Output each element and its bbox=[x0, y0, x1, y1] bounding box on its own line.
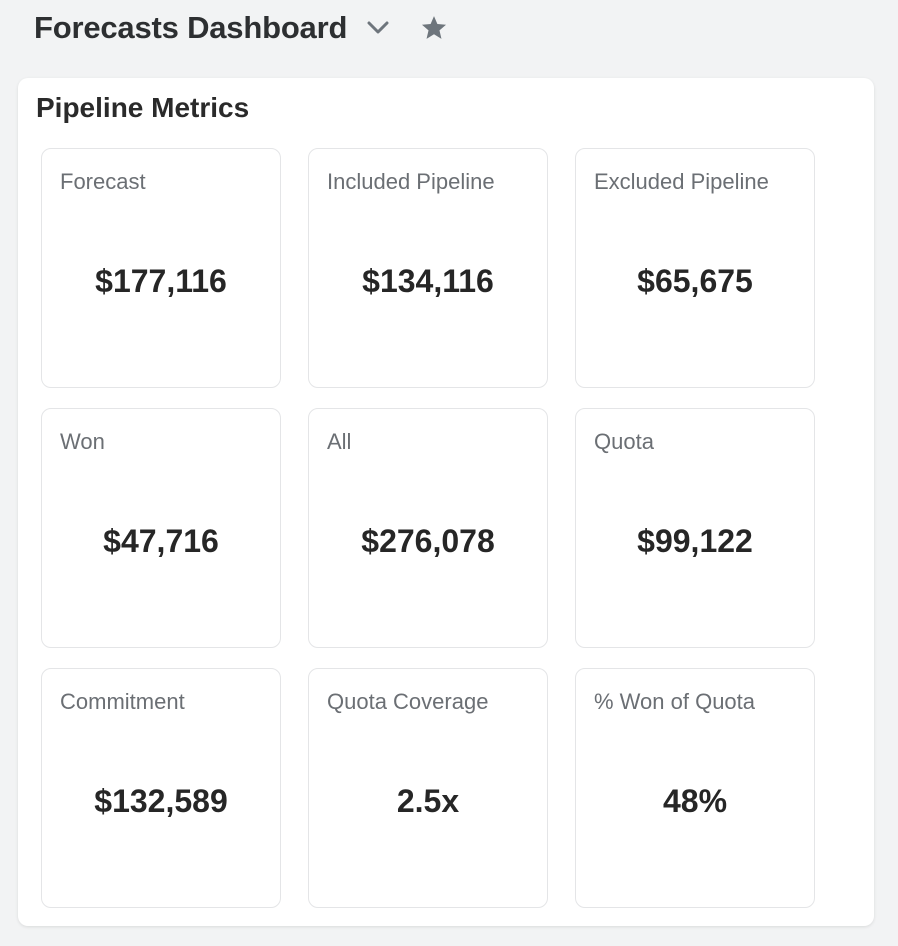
metric-label: Excluded Pipeline bbox=[594, 169, 769, 194]
star-icon[interactable] bbox=[419, 13, 449, 43]
metric-card-all[interactable]: All $276,078 bbox=[308, 408, 548, 648]
metric-card-excluded-pipeline[interactable]: Excluded Pipeline $65,675 bbox=[575, 148, 815, 388]
metric-label: All bbox=[327, 429, 352, 454]
metric-label: % Won of Quota bbox=[594, 689, 756, 714]
metric-value: 2.5x bbox=[396, 783, 460, 819]
metric-card-included-pipeline[interactable]: Included Pipeline $134,116 bbox=[308, 148, 548, 388]
metric-value: $276,078 bbox=[361, 523, 495, 559]
metric-label: Forecast bbox=[60, 169, 146, 194]
panel-title: Pipeline Metrics bbox=[36, 92, 250, 123]
metric-label: Quota bbox=[594, 429, 654, 454]
metric-card-won[interactable]: Won $47,716 bbox=[41, 408, 281, 648]
metrics-grid: Forecast $177,116 Included Pipeline $134… bbox=[41, 148, 815, 908]
metric-value: 48% bbox=[662, 783, 728, 819]
metric-label: Included Pipeline bbox=[327, 169, 495, 194]
metric-label: Won bbox=[60, 429, 105, 454]
metric-card-quota[interactable]: Quota $99,122 bbox=[575, 408, 815, 648]
metric-card-quota-coverage[interactable]: Quota Coverage 2.5x bbox=[308, 668, 548, 908]
metric-value: $47,716 bbox=[103, 523, 219, 559]
metric-value: $177,116 bbox=[95, 263, 227, 299]
metric-value: $134,116 bbox=[362, 263, 494, 299]
chevron-down-icon[interactable] bbox=[365, 15, 391, 41]
pipeline-metrics-panel: Pipeline Metrics Forecast $177,116 Inclu… bbox=[18, 78, 874, 926]
metric-label: Commitment bbox=[60, 689, 185, 714]
metric-card-forecast[interactable]: Forecast $177,116 bbox=[41, 148, 281, 388]
metric-card-commitment[interactable]: Commitment $132,589 bbox=[41, 668, 281, 908]
metric-value: $99,122 bbox=[637, 523, 753, 559]
metric-value: $132,589 bbox=[94, 783, 228, 819]
dashboard-header: Forecasts Dashboard bbox=[34, 8, 449, 48]
metric-value: $65,675 bbox=[637, 263, 753, 299]
page-title: Forecasts Dashboard bbox=[34, 10, 348, 45]
metric-label: Quota Coverage bbox=[327, 689, 489, 714]
metric-card-percent-won-of-quota[interactable]: % Won of Quota 48% bbox=[575, 668, 815, 908]
